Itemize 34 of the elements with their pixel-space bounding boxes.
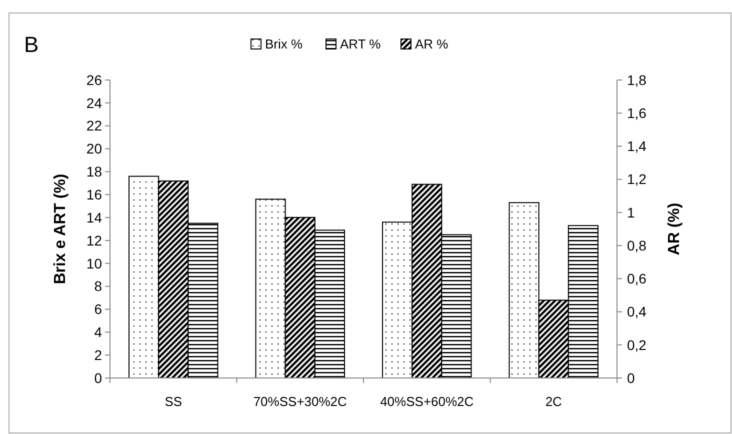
y-tick-label: 22: [86, 118, 102, 134]
y2-tick-label: 0,2: [627, 336, 647, 353]
y-tick-label: 6: [94, 301, 102, 318]
y-axis-title: Brix e ART (%): [52, 174, 69, 284]
y2-tick-label: 1,8: [627, 72, 647, 88]
y2-tick-label: 1,4: [627, 138, 647, 154]
y-tick-label: 4: [94, 324, 102, 340]
y-tick-label: 2: [94, 346, 102, 363]
y-tick-label: 24: [86, 94, 102, 111]
y-tick-label: 16: [86, 186, 102, 203]
y-tick-label: 26: [86, 72, 102, 88]
y2-tick-label: 0,4: [627, 304, 647, 320]
y2-tick-label: 0,6: [627, 270, 647, 287]
y-tick-label: 20: [86, 140, 102, 157]
chart-title: B: [24, 32, 39, 57]
y2-tick-label: 1,6: [627, 105, 647, 122]
y-tick-label: 14: [86, 209, 102, 226]
x-tick-label: 70%SS+30%2C: [253, 394, 347, 409]
y2-tick-label: 0: [627, 370, 635, 386]
x-tick-label: SS: [164, 394, 182, 409]
y-tick-label: 8: [94, 278, 102, 294]
legend-label: ART %: [340, 36, 382, 52]
y2-tick-label: 1: [627, 204, 635, 220]
y2-tick-label: 0,8: [627, 237, 647, 254]
y-tick-label: 12: [86, 232, 102, 248]
y2-axis-title: AR (%): [666, 202, 683, 256]
x-tick-label: 40%SS+60%2C: [380, 394, 474, 409]
y-tick-label: 0: [94, 370, 102, 386]
legend-label: AR %: [415, 36, 449, 52]
y-tick-label: 10: [86, 255, 102, 272]
y-tick-label: 18: [86, 164, 102, 180]
legend-label: Brix %: [265, 36, 303, 52]
y2-tick-label: 1,2: [627, 171, 647, 188]
x-tick-label: 2C: [545, 394, 562, 409]
